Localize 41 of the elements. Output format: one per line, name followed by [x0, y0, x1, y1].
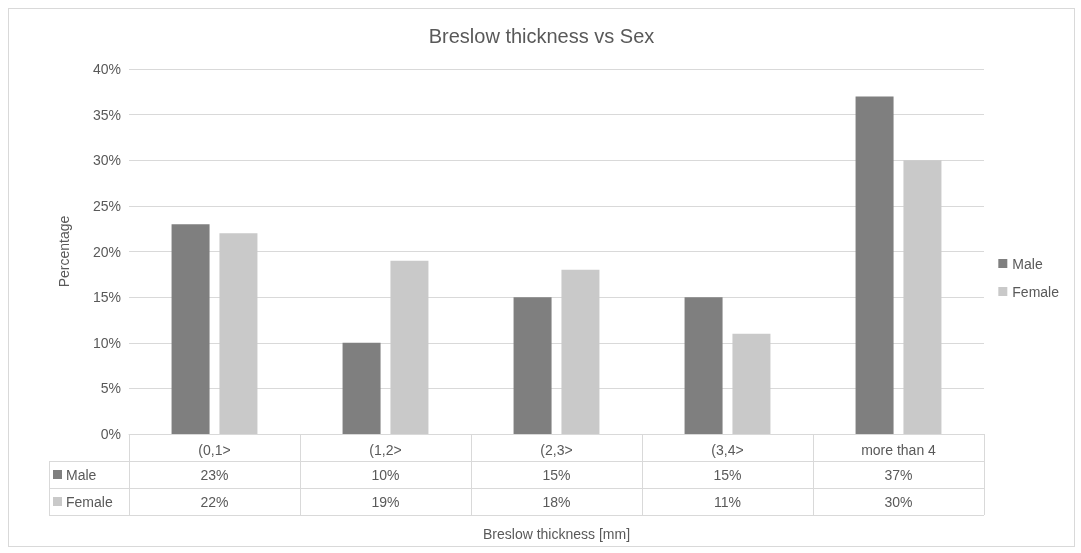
x-tick-label: (3,4>: [711, 442, 744, 458]
bar: [684, 297, 723, 434]
y-tick-label: 0%: [100, 426, 121, 442]
bar: [219, 233, 258, 434]
text: Female: [66, 493, 113, 510]
bar: [171, 224, 210, 434]
data-label: 22%: [199, 492, 230, 512]
data-label: 37%: [883, 465, 914, 485]
x-tick-label: (1,2>: [369, 442, 402, 458]
y-tick-label: 5%: [100, 380, 121, 397]
x-tick-label: (2,3>: [540, 442, 573, 458]
bar: [855, 96, 894, 434]
legend-label: Female: [1012, 283, 1060, 300]
y-tick-label: 40%: [92, 61, 121, 77]
y-tick-label: 15%: [92, 289, 121, 306]
data-label: 30%: [883, 492, 914, 512]
bar: [513, 297, 552, 434]
data-label: 10%: [370, 465, 401, 485]
bar: [561, 269, 600, 434]
chart-title: Breslow thickness vs Sex: [428, 25, 655, 47]
data-label: 23%: [199, 465, 230, 485]
text: Male: [1012, 255, 1043, 272]
data-label: 15%: [712, 465, 743, 485]
data-label: 15%: [541, 465, 572, 485]
bar: [342, 342, 381, 434]
data-label: 11%: [713, 492, 742, 512]
data-label: 18%: [541, 492, 572, 512]
x-tick-label: more than 4: [861, 442, 937, 458]
y-tick-label: 20%: [92, 243, 121, 260]
y-tick-label: 25%: [92, 197, 121, 214]
y-tick-label: 35%: [92, 106, 121, 123]
bar: [390, 260, 429, 434]
bar: [903, 160, 942, 434]
y-tick-label: 10%: [92, 334, 121, 351]
x-tick-label: (0,1>: [198, 442, 231, 458]
legend-label: Male: [66, 466, 97, 483]
data-label: 19%: [370, 492, 401, 512]
bar: [732, 333, 771, 434]
y-axis-title: Percentage: [56, 215, 72, 288]
x-axis-title: Breslow thickness [mm]: [482, 526, 631, 542]
y-tick-label: 30%: [92, 152, 121, 169]
